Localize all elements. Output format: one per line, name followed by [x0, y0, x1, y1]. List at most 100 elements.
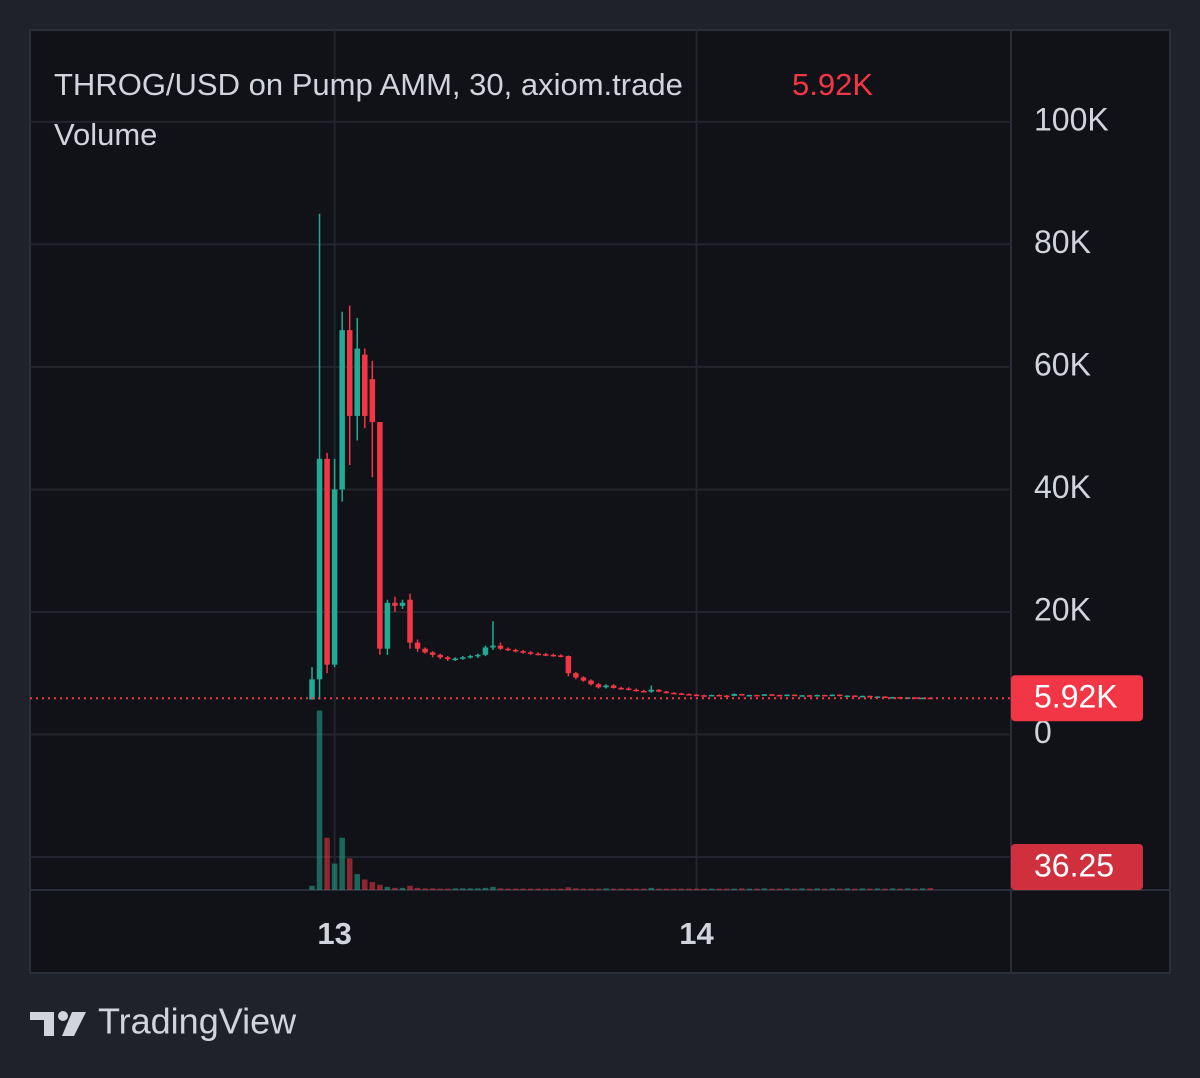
volume-bar	[641, 888, 647, 890]
volume-bar	[837, 888, 843, 890]
candle-body	[558, 655, 564, 657]
candle-body	[339, 330, 345, 490]
x-tick-label: 14	[679, 916, 714, 951]
candle-body	[829, 694, 836, 697]
candle-body	[354, 348, 360, 416]
candle-body	[882, 696, 888, 699]
candle-body	[588, 680, 594, 685]
candle-body	[452, 658, 459, 661]
volume-bar	[693, 888, 700, 890]
volume-bar	[671, 888, 677, 890]
candle-body	[467, 656, 474, 658]
volume-bar	[874, 888, 881, 890]
volume-bar	[550, 888, 557, 890]
candle-body	[618, 687, 624, 690]
volume-bar	[829, 888, 836, 890]
candle-body	[799, 695, 805, 697]
y-tick-label: 60K	[1034, 346, 1091, 382]
x-tick-label: 13	[317, 916, 351, 951]
volume-bar	[362, 879, 368, 890]
volume-bar	[663, 888, 670, 890]
volume-bar	[784, 888, 790, 890]
volume-bar	[761, 888, 768, 890]
volume-bar	[708, 888, 715, 890]
candle-body	[437, 654, 443, 658]
volume-bar	[806, 888, 813, 890]
candle-body	[648, 689, 655, 692]
volume-bar	[324, 837, 330, 890]
candle-body	[776, 694, 783, 697]
candle-body	[754, 694, 760, 697]
candle-body	[346, 330, 353, 416]
volume-bar	[414, 887, 421, 890]
volume-value-label: 36.25	[1034, 847, 1114, 883]
volume-value-box	[1011, 844, 1143, 890]
volume-bar	[331, 863, 338, 890]
candle-body	[316, 458, 323, 680]
volume-bar	[889, 888, 896, 890]
volume-bar	[422, 888, 428, 890]
candle-body	[309, 679, 315, 700]
volume-bar	[527, 888, 534, 890]
volume-bar	[723, 888, 730, 890]
volume-bar	[897, 888, 903, 890]
candle-body	[761, 694, 768, 696]
volume-bar	[444, 888, 451, 890]
volume-bar	[844, 888, 851, 890]
volume-bar	[625, 888, 632, 890]
candle-body	[867, 695, 873, 698]
volume-bar	[580, 888, 587, 890]
candle-body	[527, 652, 534, 654]
candle-body	[641, 690, 647, 693]
volume-title: Volume	[54, 117, 157, 152]
volume-bar	[912, 888, 918, 890]
logo-part	[30, 1012, 54, 1036]
volume-bar	[852, 888, 858, 890]
volume-bar	[573, 888, 579, 890]
candle-body	[603, 685, 609, 688]
candle-body	[384, 602, 391, 649]
volume-bar	[497, 888, 504, 890]
volume-bar	[633, 888, 639, 890]
candle-body	[806, 695, 813, 697]
volume-bar	[701, 888, 707, 890]
volume-bar	[686, 888, 692, 890]
volume-bar	[505, 888, 511, 890]
candle-body	[550, 654, 557, 657]
candle-body	[731, 694, 737, 696]
candle-body	[512, 649, 519, 652]
candle-body	[686, 694, 692, 696]
candle-body	[399, 602, 406, 606]
labels: 0 20K 40K 60K 80K 100K 13 14 5.92K 36.25	[317, 101, 1143, 951]
volume-bar	[399, 887, 406, 890]
volume-bar	[346, 858, 353, 890]
volume-bar	[535, 888, 541, 890]
marks	[30, 213, 1011, 890]
candle-body	[889, 697, 896, 699]
candle-body	[422, 648, 428, 653]
volume-bar	[392, 887, 398, 890]
candle-body	[573, 673, 579, 678]
y-tick-label: 20K	[1034, 591, 1091, 627]
candle-body	[844, 695, 851, 698]
candle-body	[716, 694, 722, 697]
candle-body	[814, 694, 820, 697]
candle-body	[535, 653, 541, 656]
candle-body	[414, 642, 421, 649]
candle-body	[444, 657, 451, 660]
candle-body	[595, 684, 602, 688]
logo-part	[62, 1012, 86, 1036]
volume-bar	[776, 888, 783, 890]
volume-bar	[678, 888, 685, 890]
candle-body	[565, 656, 572, 674]
candle-body	[407, 599, 413, 643]
volume-bar	[595, 888, 602, 890]
volume-bar	[610, 888, 617, 890]
candle-body	[663, 691, 670, 694]
grid	[30, 30, 1011, 890]
volume-bar	[754, 888, 760, 890]
candle-body	[912, 697, 918, 699]
candle-body	[671, 692, 677, 695]
